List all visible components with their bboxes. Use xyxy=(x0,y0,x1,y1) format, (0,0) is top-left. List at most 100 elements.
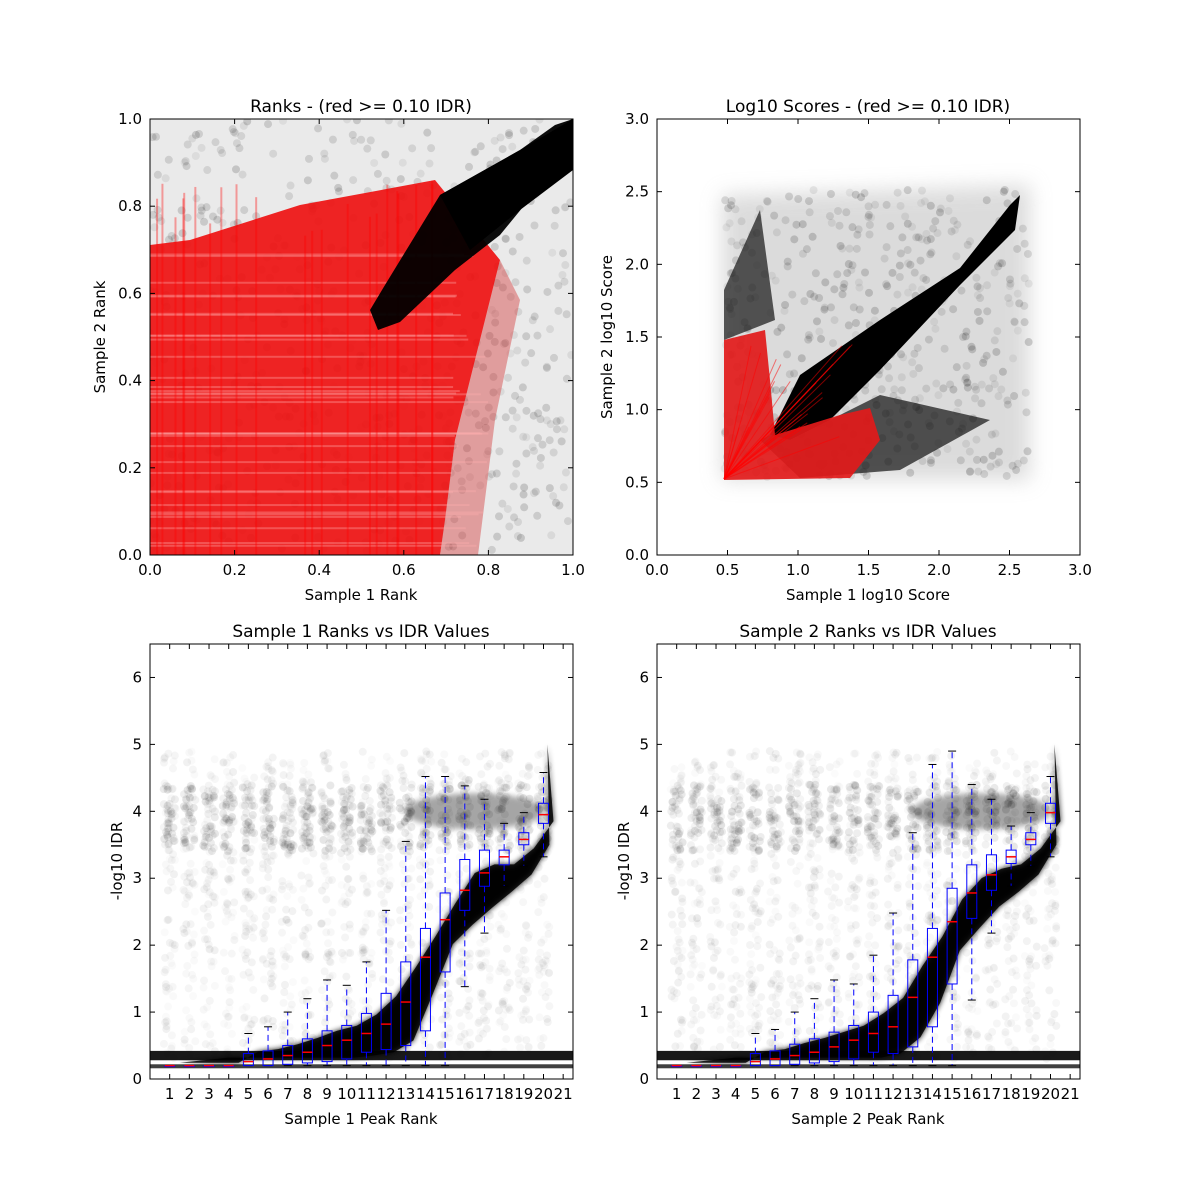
x-tick-label: 9 xyxy=(829,1085,839,1103)
box-item xyxy=(710,1064,722,1068)
box-item xyxy=(1044,776,1056,858)
box-series xyxy=(671,750,1056,1068)
x-tick-label: 15 xyxy=(436,1085,455,1103)
x-tick-label: 5 xyxy=(751,1085,761,1103)
box-body xyxy=(848,1024,860,1060)
box-body xyxy=(907,959,919,1048)
idr-point-cloud xyxy=(657,744,1080,1069)
scatter-point-cloud xyxy=(720,185,1033,481)
box-body xyxy=(749,1053,761,1067)
y-tick-label: 0.0 xyxy=(625,546,649,564)
box-item xyxy=(789,1011,801,1067)
box-item xyxy=(439,776,451,1067)
x-tick-label: 5 xyxy=(244,1085,254,1103)
sample1-idr-boxplot-panel: Sample 1 Ranks vs IDR Values 1 2 3 4 5 6 7 8 9 10… xyxy=(108,622,574,1128)
y-tick-label: 0 xyxy=(132,1070,142,1088)
x-tick-label: 1 xyxy=(672,1085,682,1103)
y-tick-label: 2.0 xyxy=(625,255,649,273)
x-tick-label: 11 xyxy=(357,1085,376,1103)
x-tick-label: 16 xyxy=(455,1085,474,1103)
y-tick-label: 1.5 xyxy=(625,328,649,346)
x-tick-label: 3 xyxy=(711,1085,721,1103)
x-tick-label: 2.5 xyxy=(998,561,1022,579)
box-item xyxy=(808,998,820,1067)
box-item xyxy=(341,984,353,1067)
x-tick-label: 13 xyxy=(396,1085,415,1103)
x-tick-label: 14 xyxy=(416,1085,435,1103)
chart-title: Ranks - (red >= 0.10 IDR) xyxy=(250,97,472,117)
x-tick-label: 21 xyxy=(554,1085,573,1103)
box-item xyxy=(926,763,938,1067)
x-tick-label: 12 xyxy=(884,1085,903,1103)
box-item xyxy=(671,1064,683,1068)
sample2-idr-boxplot-panel: Sample 2 Ranks vs IDR Values 1 2 3 4 5 6 7 8 9 10… xyxy=(615,622,1081,1128)
y-tick-label: 6 xyxy=(639,668,649,686)
y-tick-label: 1 xyxy=(132,1003,142,1021)
box-item xyxy=(282,1011,294,1067)
box-body xyxy=(400,961,412,1047)
idr-point-cloud xyxy=(150,744,573,1069)
x-tick-label: 18 xyxy=(1002,1085,1021,1103)
y-tick-label: 0.0 xyxy=(118,546,142,564)
x-tick-label: 1 xyxy=(165,1085,175,1103)
y-tick-label: 4 xyxy=(132,802,142,820)
x-tick-label: 8 xyxy=(303,1085,313,1103)
box-item xyxy=(1025,812,1037,867)
box-item xyxy=(419,776,431,1067)
chart-title: Sample 1 Ranks vs IDR Values xyxy=(232,622,489,642)
x-tick-label: 4 xyxy=(731,1085,741,1103)
x-tick-label: 10 xyxy=(337,1085,356,1103)
box-item xyxy=(262,1026,274,1067)
box-body xyxy=(926,927,938,1028)
x-tick-label: 19 xyxy=(514,1085,533,1103)
box-item xyxy=(907,832,919,1067)
ranks-scatter-panel: Ranks - (red >= 0.10 IDR) 0.0 0.2 0.4 0.6 0.… xyxy=(91,97,585,604)
box-item xyxy=(867,954,879,1067)
y-tick-label: 4 xyxy=(639,802,649,820)
x-tick-label: 14 xyxy=(923,1085,942,1103)
box-item xyxy=(478,798,490,934)
box-item xyxy=(242,1032,254,1067)
y-tick-label: 2 xyxy=(132,936,142,954)
x-tick-label: 4 xyxy=(224,1085,234,1103)
scatter-point-cloud xyxy=(150,119,573,555)
chart-title: Log10 Scores - (red >= 0.10 IDR) xyxy=(726,97,1010,117)
x-tick-label: 10 xyxy=(844,1085,863,1103)
box-body xyxy=(985,854,997,891)
y-tick-label: 6 xyxy=(132,668,142,686)
x-tick-label: 15 xyxy=(943,1085,962,1103)
box-item xyxy=(828,979,840,1067)
x-tick-label: 17 xyxy=(475,1085,494,1103)
box-body xyxy=(887,994,899,1055)
box-item xyxy=(946,750,958,1067)
box-item xyxy=(518,812,530,867)
y-axis-label: -log10 IDR xyxy=(108,822,126,901)
y-axis-label: -log10 IDR xyxy=(615,822,633,901)
x-tick-label: 0.0 xyxy=(138,561,162,579)
x-tick-label: 1.5 xyxy=(857,561,881,579)
y-tick-label: 0.2 xyxy=(118,459,142,477)
box-item xyxy=(164,1064,176,1068)
x-axis-label: Sample 1 log10 Score xyxy=(786,586,950,604)
log10-scores-panel: Log10 Scores - (red >= 0.10 IDR) 0.0 0.5 1… xyxy=(598,97,1092,604)
x-axis-label: Sample 1 Rank xyxy=(305,586,418,604)
x-tick-label: 18 xyxy=(495,1085,514,1103)
x-tick-label: 0.8 xyxy=(476,561,500,579)
box-item xyxy=(400,840,412,1067)
x-axis-label: Sample 2 Peak Rank xyxy=(791,1110,944,1128)
y-tick-label: 1.0 xyxy=(625,401,649,419)
y-axis-label: Sample 2 log10 Score xyxy=(598,255,616,419)
box-item xyxy=(380,909,392,1067)
box-item xyxy=(1005,825,1017,887)
box-body xyxy=(867,1011,879,1053)
box-item xyxy=(848,983,860,1067)
box-body xyxy=(341,1024,353,1060)
y-tick-label: 5 xyxy=(639,735,649,753)
x-axis-label: Sample 1 Peak Rank xyxy=(284,1110,437,1128)
y-tick-label: 3 xyxy=(132,869,142,887)
x-tick-label: 0.4 xyxy=(307,561,331,579)
x-tick-label: 6 xyxy=(263,1085,273,1103)
x-tick-label: 0.5 xyxy=(716,561,740,579)
